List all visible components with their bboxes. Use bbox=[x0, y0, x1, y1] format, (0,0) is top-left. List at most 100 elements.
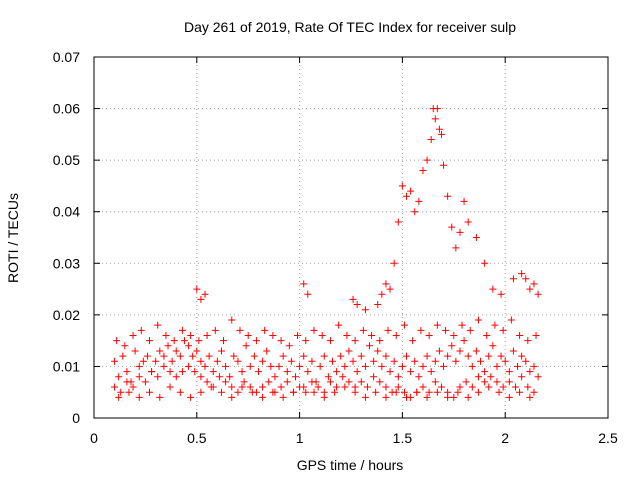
data-point bbox=[304, 290, 312, 298]
x-axis-label: GPS time / hours bbox=[297, 457, 404, 473]
data-point bbox=[341, 362, 349, 370]
data-point bbox=[384, 326, 392, 334]
data-point bbox=[361, 306, 369, 314]
data-point bbox=[304, 368, 312, 376]
data-point bbox=[265, 378, 273, 386]
data-point bbox=[277, 383, 285, 391]
data-point bbox=[213, 357, 221, 365]
data-point bbox=[530, 388, 538, 396]
data-point bbox=[464, 218, 472, 226]
data-point bbox=[160, 362, 168, 370]
data-point bbox=[203, 378, 211, 386]
data-point bbox=[472, 347, 480, 355]
data-point bbox=[361, 393, 369, 401]
data-point bbox=[349, 357, 357, 365]
data-point bbox=[407, 368, 415, 376]
data-point bbox=[337, 352, 345, 360]
plot-points bbox=[111, 105, 542, 401]
data-point bbox=[111, 357, 119, 365]
data-point bbox=[511, 383, 519, 391]
data-point bbox=[139, 357, 147, 365]
data-point bbox=[458, 321, 466, 329]
data-point bbox=[172, 347, 180, 355]
data-point bbox=[468, 362, 476, 370]
data-point bbox=[477, 357, 485, 365]
data-point bbox=[444, 393, 452, 401]
data-point bbox=[180, 337, 188, 345]
data-point bbox=[234, 357, 242, 365]
data-point bbox=[302, 388, 310, 396]
data-point bbox=[462, 378, 470, 386]
data-point bbox=[131, 347, 139, 355]
y-axis-label: ROTI / TECUs bbox=[5, 193, 21, 283]
data-point bbox=[489, 285, 497, 293]
data-point bbox=[390, 357, 398, 365]
data-point bbox=[166, 368, 174, 376]
data-point bbox=[433, 388, 441, 396]
data-point bbox=[516, 388, 524, 396]
data-point bbox=[351, 388, 359, 396]
data-point bbox=[518, 373, 526, 381]
data-point bbox=[294, 331, 302, 339]
data-point bbox=[345, 347, 353, 355]
data-point bbox=[197, 373, 205, 381]
data-point bbox=[464, 393, 472, 401]
data-point bbox=[250, 352, 258, 360]
data-point bbox=[505, 393, 513, 401]
x-tick-label: 2.5 bbox=[598, 430, 618, 446]
data-point bbox=[296, 362, 304, 370]
data-point bbox=[252, 337, 260, 345]
data-point bbox=[376, 378, 384, 386]
data-point bbox=[285, 342, 293, 350]
data-point bbox=[530, 362, 538, 370]
data-point bbox=[125, 388, 133, 396]
data-point bbox=[353, 368, 361, 376]
data-point bbox=[370, 373, 378, 381]
data-point bbox=[419, 383, 427, 391]
data-point bbox=[530, 280, 538, 288]
data-point bbox=[495, 388, 503, 396]
data-point bbox=[522, 357, 530, 365]
data-point bbox=[156, 393, 164, 401]
data-point bbox=[456, 383, 464, 391]
data-point bbox=[170, 337, 178, 345]
data-point bbox=[425, 388, 433, 396]
data-point bbox=[450, 331, 458, 339]
data-point bbox=[456, 228, 464, 236]
data-point bbox=[146, 388, 154, 396]
data-point bbox=[427, 136, 435, 144]
data-point bbox=[398, 362, 406, 370]
data-point bbox=[137, 326, 145, 334]
data-point bbox=[427, 368, 435, 376]
data-point bbox=[343, 331, 351, 339]
data-point bbox=[187, 393, 195, 401]
data-point bbox=[474, 373, 482, 381]
data-point bbox=[386, 368, 394, 376]
data-point bbox=[374, 301, 382, 309]
data-point bbox=[291, 373, 299, 381]
data-point bbox=[211, 326, 219, 334]
data-point bbox=[386, 285, 394, 293]
data-point bbox=[154, 373, 162, 381]
data-point bbox=[238, 368, 246, 376]
data-point bbox=[203, 331, 211, 339]
data-point bbox=[339, 373, 347, 381]
x-tick-label: 0 bbox=[90, 430, 98, 446]
data-point bbox=[277, 337, 285, 345]
data-point bbox=[398, 182, 406, 190]
data-point bbox=[419, 166, 427, 174]
data-point bbox=[300, 280, 308, 288]
data-point bbox=[287, 357, 295, 365]
data-point bbox=[505, 368, 513, 376]
x-tick-label: 1.5 bbox=[393, 430, 413, 446]
data-point bbox=[123, 368, 131, 376]
data-point bbox=[160, 352, 168, 360]
data-point bbox=[440, 362, 448, 370]
data-point bbox=[113, 337, 121, 345]
chart-title: Day 261 of 2019, Rate Of TEC Index for r… bbox=[184, 19, 516, 35]
data-point bbox=[320, 352, 328, 360]
data-point bbox=[226, 373, 234, 381]
data-point bbox=[176, 352, 184, 360]
data-point bbox=[423, 393, 431, 401]
data-point bbox=[466, 326, 474, 334]
